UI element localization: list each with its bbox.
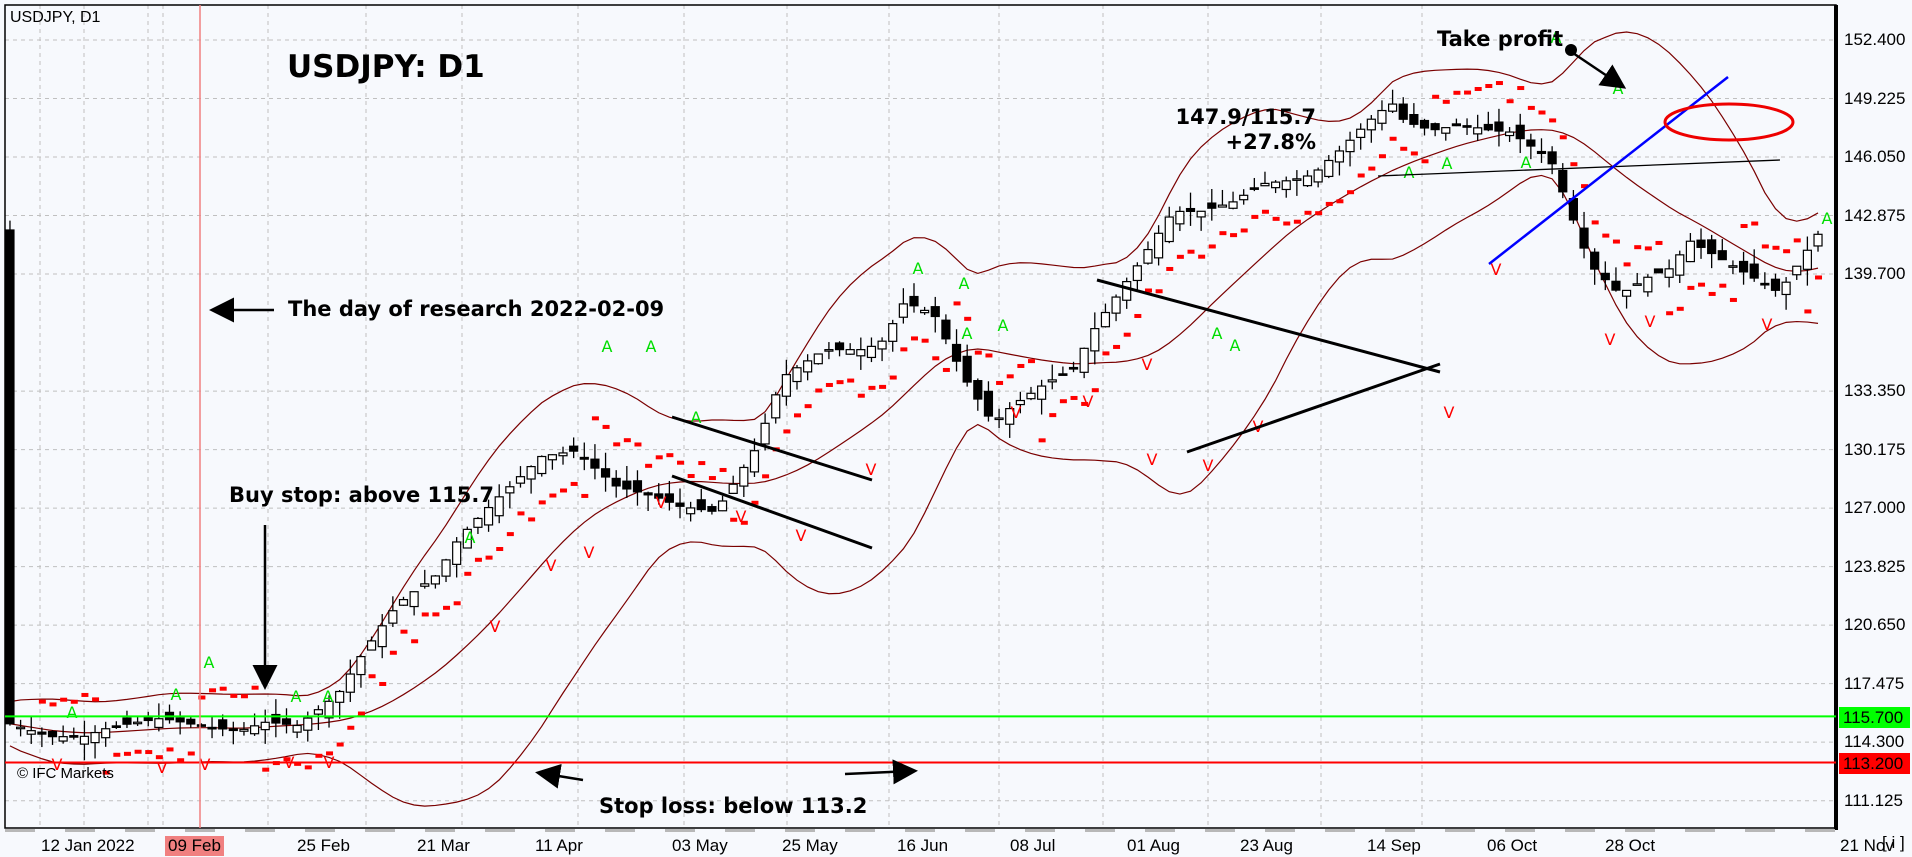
svg-text:V: V — [1605, 330, 1616, 349]
svg-text:V: V — [1645, 312, 1656, 331]
svg-text:A: A — [962, 324, 973, 343]
time-tick-label: 21 Mar — [417, 836, 470, 855]
svg-text:V: V — [490, 617, 501, 636]
price-tick-label: 120.650 — [1844, 615, 1906, 635]
svg-text:V: V — [1083, 392, 1094, 411]
stop-loss-annotation: Stop loss: below 113.2 — [599, 794, 868, 818]
info-button[interactable]: [ i ] — [1882, 833, 1905, 852]
svg-text:A: A — [1551, 28, 1562, 47]
time-tick-label: 11 Apr — [535, 836, 583, 855]
svg-text:A: A — [646, 337, 657, 356]
svg-text:A: A — [291, 687, 302, 706]
svg-text:V: V — [866, 460, 877, 479]
svg-text:A: A — [1230, 336, 1241, 355]
time-tick-label: 14 Sep — [1367, 836, 1421, 855]
svg-text:V: V — [1011, 403, 1022, 422]
stop-level-tag: 113.200 — [1839, 753, 1910, 774]
price-tick-label: 142.875 — [1844, 205, 1906, 225]
buy-level-tag: 115.700 — [1839, 707, 1910, 728]
price-tick-label: 111.125 — [1844, 790, 1903, 810]
svg-text:V: V — [157, 758, 168, 777]
svg-text:A: A — [1212, 324, 1223, 343]
price-tick-label: 130.175 — [1844, 439, 1906, 459]
price-tick-label: 139.700 — [1844, 264, 1906, 284]
svg-text:A: A — [998, 316, 1009, 335]
time-tick-label: 28 Oct — [1605, 836, 1656, 855]
time-tick-label: 09 Feb — [165, 836, 224, 856]
price-tick-label: 114.300 — [1844, 732, 1905, 752]
svg-text:A: A — [959, 274, 970, 293]
svg-text:A: A — [1822, 209, 1833, 228]
time-tick-label: 25 Feb — [297, 836, 350, 855]
price-tick-label: 146.050 — [1844, 147, 1906, 167]
price-tick-label: 123.825 — [1844, 556, 1906, 576]
svg-text:A: A — [1404, 163, 1415, 182]
time-tick-label: 06 Oct — [1487, 836, 1538, 855]
time-tick-label: 25 May — [782, 836, 838, 855]
time-tick-label: 16 Jun — [897, 836, 949, 855]
svg-text:V: V — [736, 507, 747, 526]
chart-title: USDJPY: D1 — [287, 49, 485, 85]
svg-text:A: A — [204, 653, 215, 672]
svg-text:A: A — [1442, 154, 1453, 173]
svg-text:V: V — [1203, 456, 1214, 475]
svg-text:A: A — [602, 337, 613, 356]
svg-text:V: V — [52, 755, 63, 774]
time-tick-label: 21 Nov — [1840, 836, 1894, 855]
svg-text:V: V — [584, 543, 595, 562]
ratio-line-1: 147.9/115.7 — [1175, 105, 1316, 129]
price-tick-label: 149.225 — [1844, 88, 1906, 108]
price-tick-label: 133.350 — [1844, 381, 1906, 401]
time-tick-label: 23 Aug — [1240, 836, 1293, 855]
svg-text:V: V — [1762, 315, 1773, 334]
svg-text:A: A — [691, 408, 702, 427]
svg-text:A: A — [1521, 153, 1532, 172]
time-tick-label: 03 May — [672, 836, 728, 855]
price-tick-label: 127.000 — [1844, 498, 1906, 518]
svg-text:V: V — [796, 526, 807, 545]
svg-text:V: V — [200, 755, 211, 774]
research-day-annotation: The day of research 2022-02-09 — [288, 297, 665, 321]
candles — [5, 89, 1823, 761]
svg-text:A: A — [323, 687, 334, 706]
symbol-timeframe-label: USDJPY, D1 — [10, 9, 101, 26]
copyright-label: © IFC Markets — [17, 765, 114, 782]
svg-text:A: A — [465, 528, 476, 547]
price-tick-label: 117.475 — [1844, 673, 1905, 693]
svg-text:V: V — [1147, 450, 1158, 469]
ratio-annotation: 147.9/115.7 +27.8% — [1175, 105, 1316, 155]
svg-text:A: A — [171, 685, 182, 704]
ratio-line-2: +27.8% — [1225, 130, 1316, 154]
time-tick-label: 08 Jul — [1010, 836, 1056, 855]
svg-text:V: V — [1444, 403, 1455, 422]
svg-text:A: A — [913, 259, 924, 278]
svg-text:V: V — [1142, 355, 1153, 374]
svg-text:V: V — [1491, 260, 1502, 279]
take-profit-annotation: Take profit — [1437, 27, 1564, 51]
svg-text:V: V — [546, 556, 557, 575]
price-tick-label: 152.400 — [1844, 30, 1906, 49]
time-tick-label: 12 Jan 2022 — [41, 836, 135, 855]
time-tick-label: 01 Aug — [1127, 836, 1180, 855]
svg-text:A: A — [67, 703, 78, 722]
buy-stop-annotation: Buy stop: above 115.7 — [229, 483, 494, 507]
svg-text:V: V — [656, 493, 667, 512]
